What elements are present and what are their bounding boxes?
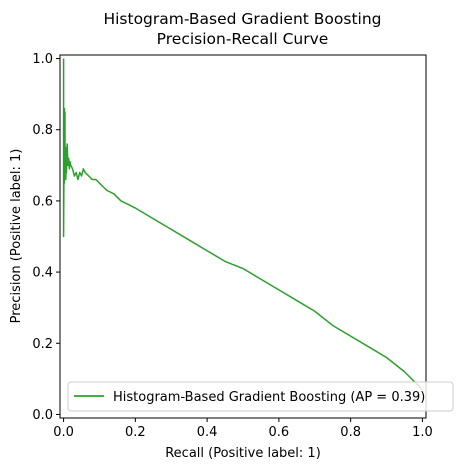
y-axis-ticks: 0.0 0.2 0.4 0.6 0.8 1.0 [32,52,60,423]
axes-frame [59,54,427,419]
x-tick-label: 0.4 [197,425,218,440]
x-axis-label: Recall (Positive label: 1) [165,446,321,461]
x-tick-label: 0.2 [125,425,146,440]
x-tick-label: 1.0 [412,425,433,440]
chart-title-line-2: Precision-Recall Curve [157,30,329,48]
precision-recall-curve-line [62,58,423,391]
x-tick-label: 0.0 [53,425,74,440]
legend-box [67,381,454,412]
y-tick-label: 0.8 [32,123,53,138]
chart-title-line-1: Histogram-Based Gradient Boosting [103,10,381,28]
y-tick-label: 0.4 [32,266,53,281]
y-axis-label: Precision (Positive label: 1) [9,149,24,324]
x-tick-label: 0.6 [269,425,290,440]
legend-entry-label: Histogram-Based Gradient Boosting (AP = … [113,390,425,405]
y-tick-label: 0.6 [32,194,53,209]
y-tick-label: 0.0 [32,408,53,423]
x-tick-label: 0.8 [340,425,361,440]
plot-area: 0.0 0.2 0.4 0.6 0.8 1.0 0.0 0.2 0.4 0.6 0.8 1.0 [32,52,432,440]
x-axis-ticks: 0.0 0.2 0.4 0.6 0.8 1.0 [53,418,433,440]
y-tick-label: 1.0 [32,52,53,67]
y-tick-label: 0.2 [32,337,53,352]
legend: Histogram-Based Gradient Boosting (AP = … [67,381,454,412]
